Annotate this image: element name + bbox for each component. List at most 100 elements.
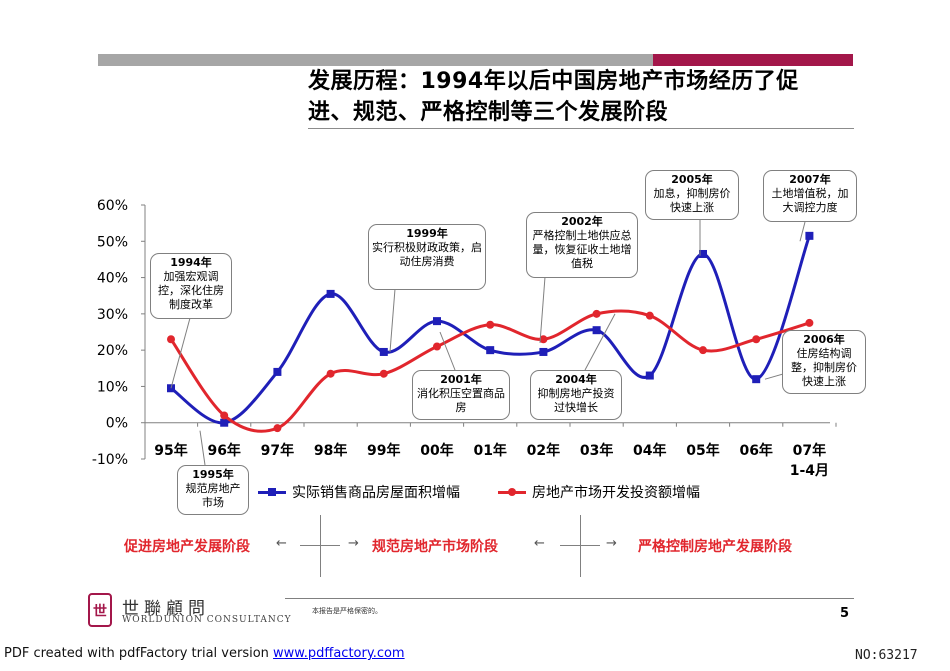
pdf-watermark: PDF created with pdfFactory trial versio… bbox=[4, 646, 405, 661]
y-tick-label: 40% bbox=[97, 271, 128, 287]
stage-divider-1 bbox=[320, 515, 321, 577]
callout-2002-year: 2002年 bbox=[561, 215, 603, 228]
stage-promote: 促进房地产发展阶段 bbox=[124, 539, 250, 555]
stage-cross-2 bbox=[560, 545, 600, 546]
callout-2006-year: 2006年 bbox=[803, 333, 845, 346]
stage-arrow-right-1: → bbox=[348, 536, 359, 551]
y-tick-label: -10% bbox=[92, 452, 128, 468]
callout-2001-year: 2001年 bbox=[440, 373, 482, 386]
company-logo-icon: 世 bbox=[88, 593, 112, 627]
data-point-sales-area-growth-8 bbox=[592, 326, 601, 335]
data-point-investment-growth-7 bbox=[539, 335, 548, 344]
data-point-sales-area-growth-1 bbox=[220, 418, 229, 427]
callout-1994-text: 加强宏观调控，深化住房制度改革 bbox=[158, 270, 224, 311]
legend-label-series2: 房地产市场开发投资额增幅 bbox=[532, 485, 700, 501]
callout-pointer-5 bbox=[584, 313, 616, 371]
callout-2004-year: 2004年 bbox=[555, 373, 597, 386]
callout-1999: 1999年 实行积极财政政策，启动住房消费 bbox=[368, 224, 486, 290]
data-point-investment-growth-11 bbox=[752, 335, 761, 344]
callout-2005-text: 加息，抑制房价快速上涨 bbox=[653, 187, 731, 214]
data-point-sales-area-growth-10 bbox=[699, 249, 707, 258]
x-tick-label: 98年 bbox=[314, 442, 347, 459]
data-point-investment-growth-9 bbox=[645, 311, 654, 320]
data-point-investment-growth-10 bbox=[699, 346, 707, 355]
data-point-investment-growth-12 bbox=[805, 318, 814, 327]
x-tick-label: 95年 bbox=[154, 442, 187, 459]
legend-swatch-series1 bbox=[258, 487, 286, 497]
x-tick-label: 01年 bbox=[473, 442, 506, 459]
callout-1994-year: 1994年 bbox=[170, 256, 212, 269]
stage-arrow-right-2: → bbox=[606, 536, 617, 551]
y-tick-label: 0% bbox=[106, 416, 128, 432]
callout-pointer-1 bbox=[199, 430, 206, 466]
x-tick-sublabel: 1-4月 bbox=[790, 463, 829, 479]
data-point-investment-growth-6 bbox=[486, 320, 495, 329]
data-point-investment-growth-2 bbox=[273, 424, 282, 433]
data-point-investment-growth-4 bbox=[379, 369, 388, 378]
callout-pointer-2 bbox=[389, 288, 396, 352]
confidential-note: 本报告是严格保密的。 bbox=[312, 607, 382, 615]
x-tick-label: 97年 bbox=[261, 442, 294, 459]
x-tick-label: 06年 bbox=[739, 442, 772, 459]
stage-arrow-left-2: ← bbox=[534, 536, 545, 551]
footer-divider bbox=[285, 598, 854, 599]
page-title: 发展历程：1994年以后中国房地产市场经历了促 进、规范、严格控制等三个发展阶段 bbox=[308, 66, 868, 128]
callout-2005-year: 2005年 bbox=[671, 173, 713, 186]
callout-2001: 2001年 消化积压空置商品房 bbox=[412, 370, 510, 420]
x-tick-label: 03年 bbox=[580, 442, 613, 459]
data-point-sales-area-growth-5 bbox=[433, 317, 441, 326]
title-line-1: 发展历程：1994年以后中国房地产市场经历了促 bbox=[308, 69, 799, 94]
stage-arrow-left-1: ← bbox=[276, 536, 287, 551]
data-point-sales-area-growth-11 bbox=[752, 375, 761, 384]
y-tick-label: 10% bbox=[97, 379, 128, 395]
callout-1999-text: 实行积极财政政策，启动住房消费 bbox=[372, 241, 482, 268]
legend-item-series1: 实际销售商品房屋面积增幅 bbox=[258, 482, 460, 502]
callout-2006-text: 住房结构调整，抑制房价快速上涨 bbox=[791, 347, 857, 388]
x-tick-label: 05年 bbox=[686, 442, 719, 459]
callout-2004-text: 抑制房地产投资过快增长 bbox=[537, 387, 615, 414]
data-point-investment-growth-1 bbox=[220, 411, 229, 420]
page-number: 5 bbox=[840, 606, 850, 621]
data-point-investment-growth-5 bbox=[433, 342, 441, 351]
callout-2002: 2002年 严格控制土地供应总量，恢复征收土地增值税 bbox=[526, 212, 638, 278]
watermark-link[interactable]: www.pdffactory.com bbox=[273, 646, 405, 661]
callout-2004: 2004年 抑制房地产投资过快增长 bbox=[530, 370, 622, 420]
data-point-sales-area-growth-3 bbox=[326, 289, 335, 298]
header-gray-bar bbox=[98, 54, 653, 66]
callout-pointer-4 bbox=[539, 276, 546, 343]
header-accent-bar bbox=[653, 54, 853, 66]
callout-1999-year: 1999年 bbox=[406, 227, 448, 240]
stage-cross-1 bbox=[300, 545, 340, 546]
company-name-cn: 世聯顧問 bbox=[122, 599, 210, 619]
callout-1995-text: 规范房地产市场 bbox=[185, 482, 241, 509]
callout-1995-year: 1995年 bbox=[192, 468, 234, 481]
x-tick-label: 99年 bbox=[367, 442, 400, 459]
legend-swatch-series2 bbox=[498, 487, 526, 497]
callout-2001-text: 消化积压空置商品房 bbox=[417, 387, 505, 414]
data-point-sales-area-growth-7 bbox=[539, 347, 548, 356]
callout-2007: 2007年 土地增值税，加大调控力度 bbox=[763, 170, 857, 222]
callout-2007-year: 2007年 bbox=[789, 173, 831, 186]
stage-divider-2 bbox=[580, 515, 581, 577]
data-point-sales-area-growth-12 bbox=[805, 231, 814, 240]
data-point-sales-area-growth-2 bbox=[273, 367, 282, 376]
callout-pointer-8 bbox=[799, 221, 806, 242]
y-tick-label: 30% bbox=[97, 307, 128, 323]
data-point-investment-growth-8 bbox=[592, 309, 601, 318]
watermark-text: PDF created with pdfFactory trial versio… bbox=[4, 646, 274, 661]
title-line-2: 进、规范、严格控制等三个发展阶段 bbox=[308, 100, 669, 125]
x-tick-label: 96年 bbox=[207, 442, 240, 459]
y-tick-label: 50% bbox=[97, 234, 128, 250]
data-point-sales-area-growth-9 bbox=[645, 371, 654, 380]
data-point-sales-area-growth-6 bbox=[486, 346, 495, 355]
legend-item-series2: 房地产市场开发投资额增幅 bbox=[498, 482, 700, 502]
x-tick-label: 02年 bbox=[527, 442, 560, 459]
stage-strict-control: 严格控制房地产发展阶段 bbox=[638, 539, 792, 555]
x-tick-label: 00年 bbox=[420, 442, 453, 459]
data-point-investment-growth-3 bbox=[326, 369, 335, 378]
callout-1994: 1994年 加强宏观调控，深化住房制度改革 bbox=[150, 253, 232, 319]
callout-2007-text: 土地增值税，加大调控力度 bbox=[771, 187, 849, 214]
callout-2006: 2006年 住房结构调整，抑制房价快速上涨 bbox=[782, 330, 866, 394]
company-name-en: WORLDUNION CONSULTANCY bbox=[122, 615, 292, 625]
